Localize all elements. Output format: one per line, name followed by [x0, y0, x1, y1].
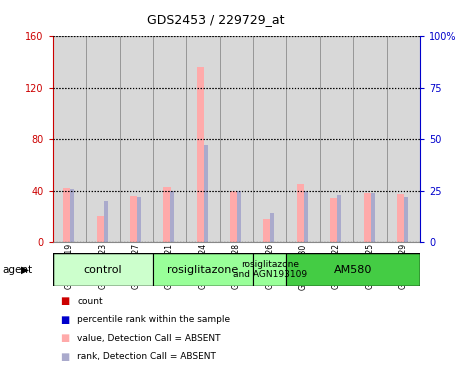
Bar [153, 253, 253, 286]
Bar [237, 190, 241, 242]
Text: AM580: AM580 [334, 265, 372, 275]
Bar [337, 195, 341, 242]
Bar [270, 213, 274, 242]
Bar [286, 253, 420, 286]
Bar [297, 184, 304, 242]
Bar [104, 201, 107, 242]
Bar [286, 36, 320, 242]
Text: GDS2453 / 229729_at: GDS2453 / 229729_at [147, 13, 285, 26]
Bar [370, 193, 375, 242]
Bar [320, 36, 353, 242]
Bar [404, 197, 408, 242]
Bar [153, 36, 186, 242]
Bar [230, 190, 237, 242]
Bar [163, 187, 171, 242]
Text: rosiglitazone
and AGN193109: rosiglitazone and AGN193109 [233, 260, 307, 280]
Bar [364, 193, 371, 242]
Bar [186, 36, 220, 242]
Bar [96, 216, 104, 242]
Bar [397, 194, 404, 242]
Text: agent: agent [2, 265, 33, 275]
Bar [70, 189, 74, 242]
Text: control: control [84, 265, 122, 275]
Text: count: count [77, 297, 103, 306]
Bar [353, 36, 386, 242]
Bar [330, 198, 337, 242]
Bar [53, 253, 153, 286]
Bar [263, 219, 271, 242]
Bar [253, 253, 286, 286]
Bar [170, 190, 174, 242]
Text: rosiglitazone: rosiglitazone [168, 265, 239, 275]
Bar [204, 146, 207, 242]
Bar [220, 36, 253, 242]
Bar [304, 190, 308, 242]
Text: ■: ■ [60, 296, 69, 306]
Bar [86, 36, 119, 242]
Text: ■: ■ [60, 352, 69, 362]
Text: ■: ■ [60, 333, 69, 343]
Bar [119, 36, 153, 242]
Bar [196, 67, 204, 242]
Bar [137, 197, 141, 242]
Bar [53, 36, 86, 242]
Text: ■: ■ [60, 315, 69, 325]
Text: ▶: ▶ [21, 265, 28, 275]
Text: rank, Detection Call = ABSENT: rank, Detection Call = ABSENT [77, 352, 216, 361]
Text: value, Detection Call = ABSENT: value, Detection Call = ABSENT [77, 334, 221, 343]
Text: percentile rank within the sample: percentile rank within the sample [77, 315, 230, 324]
Bar [253, 36, 286, 242]
Bar [130, 196, 137, 242]
Bar [386, 36, 420, 242]
Bar [63, 188, 71, 242]
